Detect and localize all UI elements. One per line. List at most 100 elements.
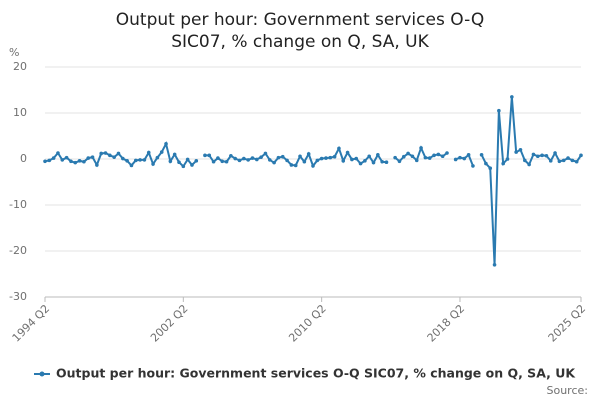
data-point — [112, 155, 116, 159]
data-point — [440, 154, 445, 159]
data-point — [168, 159, 173, 164]
data-point — [410, 154, 415, 159]
data-point — [56, 151, 60, 155]
data-point — [380, 159, 384, 164]
data-point — [479, 153, 484, 157]
source: Source: — [547, 384, 589, 397]
data-point — [548, 159, 553, 163]
data-point — [276, 155, 281, 160]
data-point — [73, 160, 78, 165]
data-point — [77, 159, 82, 163]
data-point — [138, 158, 142, 162]
data-point — [324, 156, 328, 160]
data-point — [337, 146, 341, 151]
data-point — [293, 163, 298, 168]
data-point — [561, 158, 566, 163]
data-point — [419, 146, 423, 150]
data-point — [142, 158, 147, 162]
data-point — [345, 150, 350, 155]
data-point — [181, 164, 186, 169]
data-point — [510, 95, 514, 99]
data-point — [263, 151, 268, 156]
x-tick-label: 1994 Q2 — [10, 302, 53, 345]
data-point — [255, 157, 259, 162]
data-point — [319, 156, 324, 161]
data-point — [298, 154, 302, 159]
data-point — [159, 150, 164, 154]
data-point — [497, 108, 501, 113]
data-point — [518, 148, 523, 152]
data-point — [371, 160, 376, 165]
data-point — [280, 154, 285, 159]
data-point — [393, 155, 397, 160]
data-point — [574, 159, 579, 164]
data-point — [129, 163, 134, 168]
data-point — [423, 155, 428, 160]
data-point — [229, 153, 233, 158]
data-point — [125, 159, 129, 163]
data-point — [311, 164, 315, 168]
data-point — [540, 153, 544, 158]
data-point — [233, 156, 237, 161]
data-point — [458, 155, 462, 160]
data-point — [531, 152, 536, 157]
data-point — [151, 162, 155, 166]
data-point — [216, 156, 220, 160]
data-point — [177, 160, 181, 165]
data-point — [466, 153, 471, 157]
data-point — [60, 158, 65, 162]
data-point — [43, 159, 47, 164]
data-point — [514, 150, 518, 154]
y-tick-label: -10 — [9, 198, 27, 211]
x-tick-label: 2010 Q2 — [286, 302, 329, 345]
data-point — [350, 157, 354, 162]
data-point — [436, 152, 441, 157]
data-point — [86, 156, 91, 160]
data-point — [99, 151, 103, 156]
data-point — [285, 158, 289, 163]
y-tick-label: 20 — [13, 60, 27, 73]
data-point — [376, 153, 380, 157]
data-point — [302, 159, 307, 164]
data-point — [462, 156, 467, 161]
y-tick-label: -30 — [9, 290, 27, 303]
data-point — [414, 158, 419, 163]
y-tick-label: 10 — [13, 106, 27, 119]
data-point — [471, 164, 475, 168]
data-point — [566, 156, 570, 160]
data-point — [363, 159, 367, 163]
data-point — [384, 160, 389, 165]
data-point — [289, 163, 294, 167]
data-point — [401, 154, 406, 159]
data-point — [259, 155, 263, 159]
data-point — [164, 142, 168, 146]
data-point — [557, 159, 562, 164]
data-point — [306, 152, 311, 156]
y-tick-label: -20 — [9, 244, 27, 257]
data-point — [332, 154, 337, 159]
data-point — [505, 157, 510, 161]
y-tick-label: 0 — [20, 152, 27, 165]
data-point — [95, 163, 99, 167]
data-point — [328, 155, 333, 160]
data-point — [354, 156, 359, 161]
legend-label: Output per hour: Government services O-Q… — [56, 366, 576, 381]
data-point — [172, 152, 177, 157]
x-tick-label: 2018 Q2 — [425, 302, 468, 345]
data-point — [242, 156, 246, 161]
data-point — [207, 153, 212, 158]
data-point — [267, 158, 272, 162]
data-point — [155, 155, 160, 160]
data-point — [250, 156, 255, 160]
data-point — [69, 159, 73, 164]
data-point — [133, 158, 138, 163]
data-point — [341, 159, 346, 163]
data-point — [116, 151, 121, 156]
data-point — [544, 153, 549, 158]
data-point — [203, 153, 207, 158]
data-point — [484, 161, 488, 166]
data-point — [501, 161, 505, 166]
data-point — [406, 151, 410, 156]
legend-swatch-dot — [39, 371, 45, 377]
